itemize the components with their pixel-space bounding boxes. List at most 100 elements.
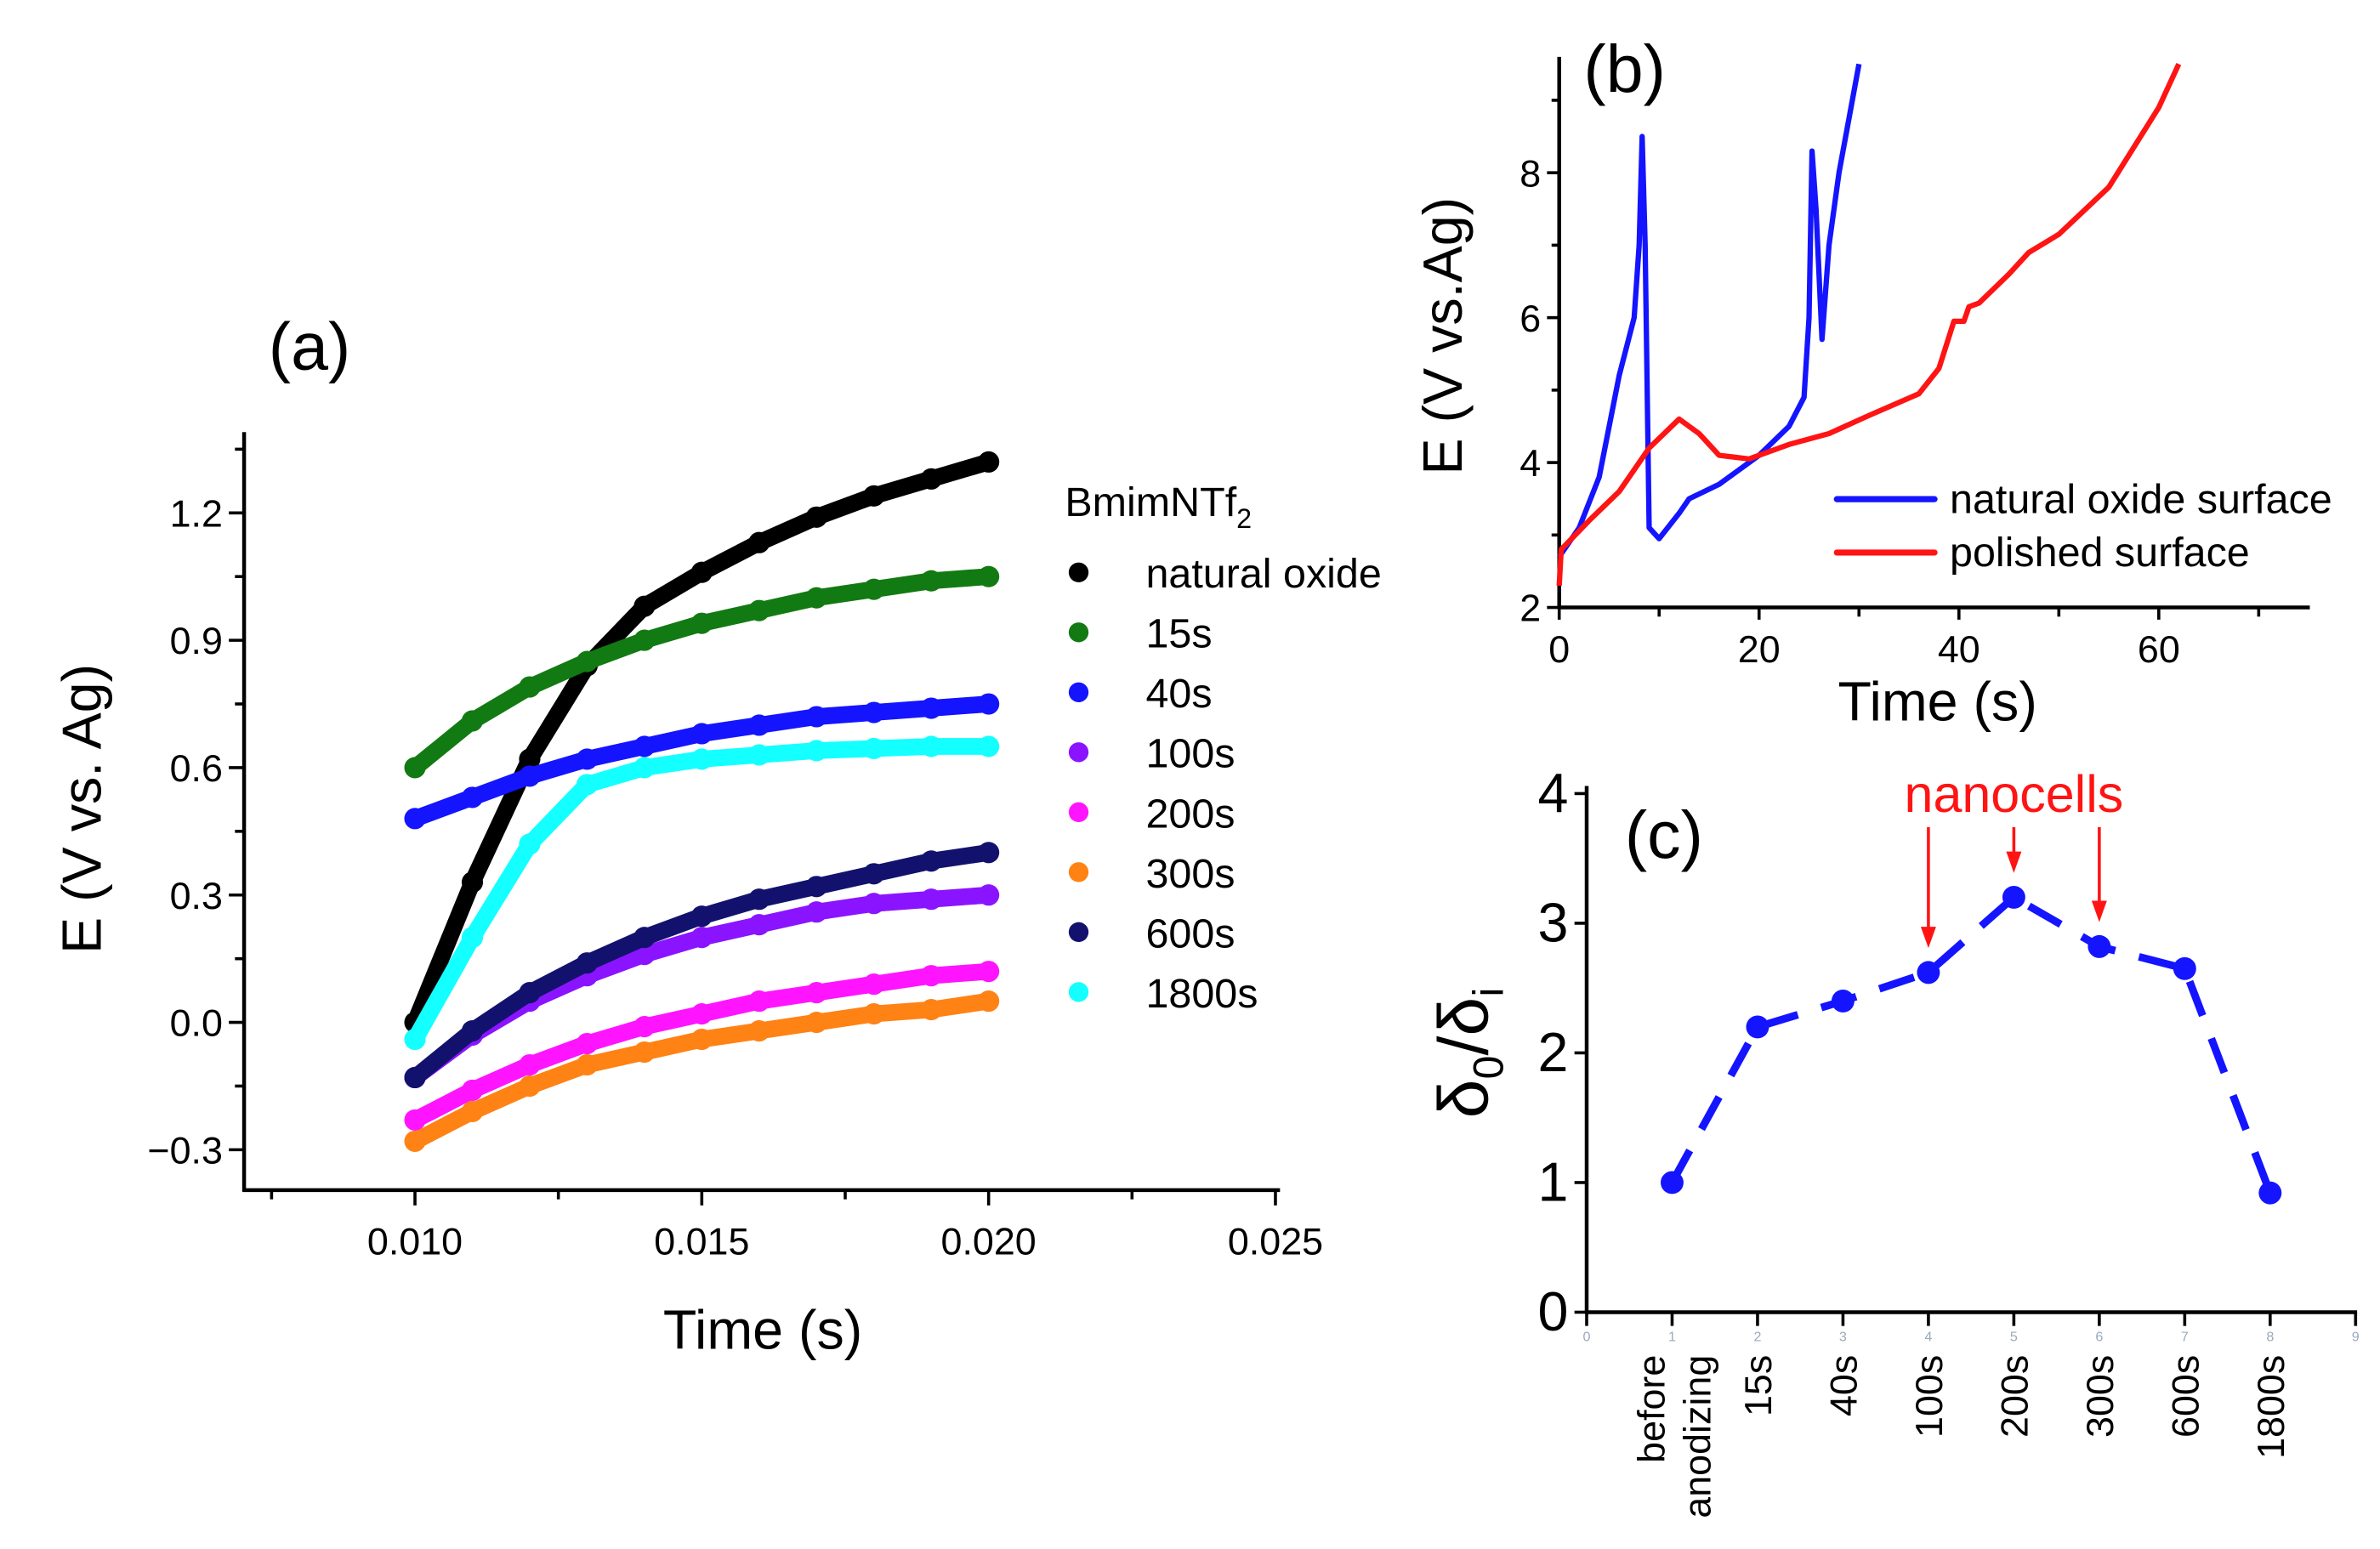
- data-point: [519, 982, 541, 1004]
- legend-label: polished surface: [1950, 530, 2250, 576]
- x-tick-label: 0.010: [367, 1219, 463, 1262]
- legend-label: natural oxide surface: [1950, 476, 2332, 522]
- data-point: [633, 944, 656, 966]
- data-point: [1831, 989, 1855, 1013]
- data-point: [519, 676, 541, 698]
- x-category-label: 600s: [2163, 1355, 2207, 1438]
- data-point: [920, 697, 942, 719]
- y-tick-label: 3: [1538, 892, 1569, 953]
- data-point: [633, 927, 656, 949]
- legend-title: BmimNTf2: [1065, 479, 1252, 534]
- data-point: [461, 871, 484, 894]
- panel-b-ylabel: E (V vs.Ag): [1412, 197, 1474, 475]
- legend-label: 40s: [1145, 671, 1212, 717]
- series-line-natural-oxide-surface: [1557, 63, 1862, 559]
- data-point: [863, 1003, 885, 1025]
- data-point: [920, 468, 942, 490]
- data-point: [920, 735, 942, 757]
- x-tick-index-label: 7: [2181, 1330, 2189, 1345]
- data-point: [404, 1028, 426, 1051]
- x-tick-index-label: 6: [2095, 1330, 2103, 1345]
- y-tick-label: 1.2: [170, 491, 223, 535]
- data-point: [690, 905, 713, 928]
- data-point: [404, 1066, 426, 1089]
- data-point: [2173, 956, 2196, 980]
- data-point: [863, 863, 885, 885]
- data-point: [461, 1079, 484, 1102]
- legend-marker: [1068, 742, 1089, 763]
- data-point: [748, 1019, 770, 1042]
- data-point: [690, 561, 713, 583]
- data-point: [805, 1012, 827, 1034]
- panel-c-label: (c): [1625, 797, 1703, 872]
- data-point: [576, 650, 598, 672]
- data-point: [633, 629, 656, 651]
- panel-b: (b) Time (s) E (V vs.Ag) 0 20 40 60 2 4 6 8 nat…: [1412, 31, 2332, 732]
- legend-marker: [1068, 982, 1089, 1002]
- legend-label: 600s: [1145, 911, 1235, 956]
- data-point: [748, 744, 770, 766]
- annotation-arrow-head: [2006, 851, 2022, 873]
- series-line: [1668, 892, 2275, 1194]
- data-point: [633, 757, 656, 779]
- data-point: [1917, 961, 1940, 984]
- x-tick-index-label: 9: [2352, 1330, 2360, 1345]
- x-category-label: 300s: [2078, 1355, 2122, 1438]
- legend-marker: [1068, 562, 1089, 582]
- x-category-label-line: anodizing: [1675, 1355, 1718, 1518]
- data-point: [690, 612, 713, 634]
- data-point: [633, 1015, 656, 1038]
- x-tick-index-label: 0: [1583, 1330, 1591, 1345]
- data-point: [805, 740, 827, 762]
- x-tick-label: 20: [1738, 627, 1781, 671]
- y-tick-label: 6: [1519, 297, 1541, 340]
- data-point: [978, 735, 1000, 757]
- data-point: [404, 1109, 426, 1131]
- legend-label: natural oxide: [1145, 551, 1381, 597]
- panel-c: (c) δ0/δi 0 1 2 3 4 0 1 2 3 4 5 6 7 8 9 before anodizing…: [1424, 763, 2359, 1518]
- x-tick-label: 0: [1548, 627, 1570, 671]
- data-point: [690, 748, 713, 770]
- legend-marker: [1068, 922, 1089, 943]
- data-point: [404, 1130, 426, 1152]
- data-point: [805, 876, 827, 898]
- data-point: [920, 999, 942, 1021]
- data-point: [805, 982, 827, 1004]
- legend-label: 15s: [1145, 611, 1212, 657]
- data-point: [461, 927, 484, 949]
- data-point: [863, 485, 885, 507]
- data-point: [863, 701, 885, 723]
- data-point: [748, 714, 770, 736]
- nanocells-annotation: nanocells: [1905, 765, 2124, 823]
- data-point: [690, 723, 713, 745]
- data-point: [978, 842, 1000, 864]
- data-point: [920, 850, 942, 872]
- data-point: [748, 888, 770, 911]
- data-point: [863, 973, 885, 996]
- data-point: [519, 765, 541, 787]
- panel-b-xlabel: Time (s): [1838, 671, 2036, 732]
- y-tick-label: 1: [1538, 1151, 1569, 1212]
- data-point: [404, 757, 426, 779]
- data-point: [519, 748, 541, 770]
- data-point: [2002, 885, 2025, 909]
- panel-a-ylabel: E (V vs. Ag): [51, 664, 112, 954]
- y-tick-label: 0.6: [170, 746, 223, 790]
- data-point: [576, 774, 598, 796]
- data-point: [690, 1003, 713, 1025]
- y-tick-label: 2: [1519, 587, 1541, 630]
- x-category-label: 200s: [1993, 1355, 2036, 1438]
- legend-marker: [1068, 802, 1089, 822]
- x-category-label-line: before: [1630, 1355, 1673, 1463]
- series-line-polished-surface: [1556, 63, 2182, 587]
- data-point: [576, 1032, 598, 1055]
- legend-marker: [1068, 862, 1089, 882]
- x-tick-index-label: 4: [1924, 1330, 1932, 1345]
- data-point: [863, 737, 885, 760]
- x-tick-label: 0.020: [941, 1219, 1037, 1262]
- x-tick-label: 60: [2138, 627, 2180, 671]
- data-point: [978, 961, 1000, 983]
- data-point: [1661, 1171, 1684, 1194]
- x-category-label: 15s: [1736, 1355, 1780, 1416]
- data-point: [920, 965, 942, 987]
